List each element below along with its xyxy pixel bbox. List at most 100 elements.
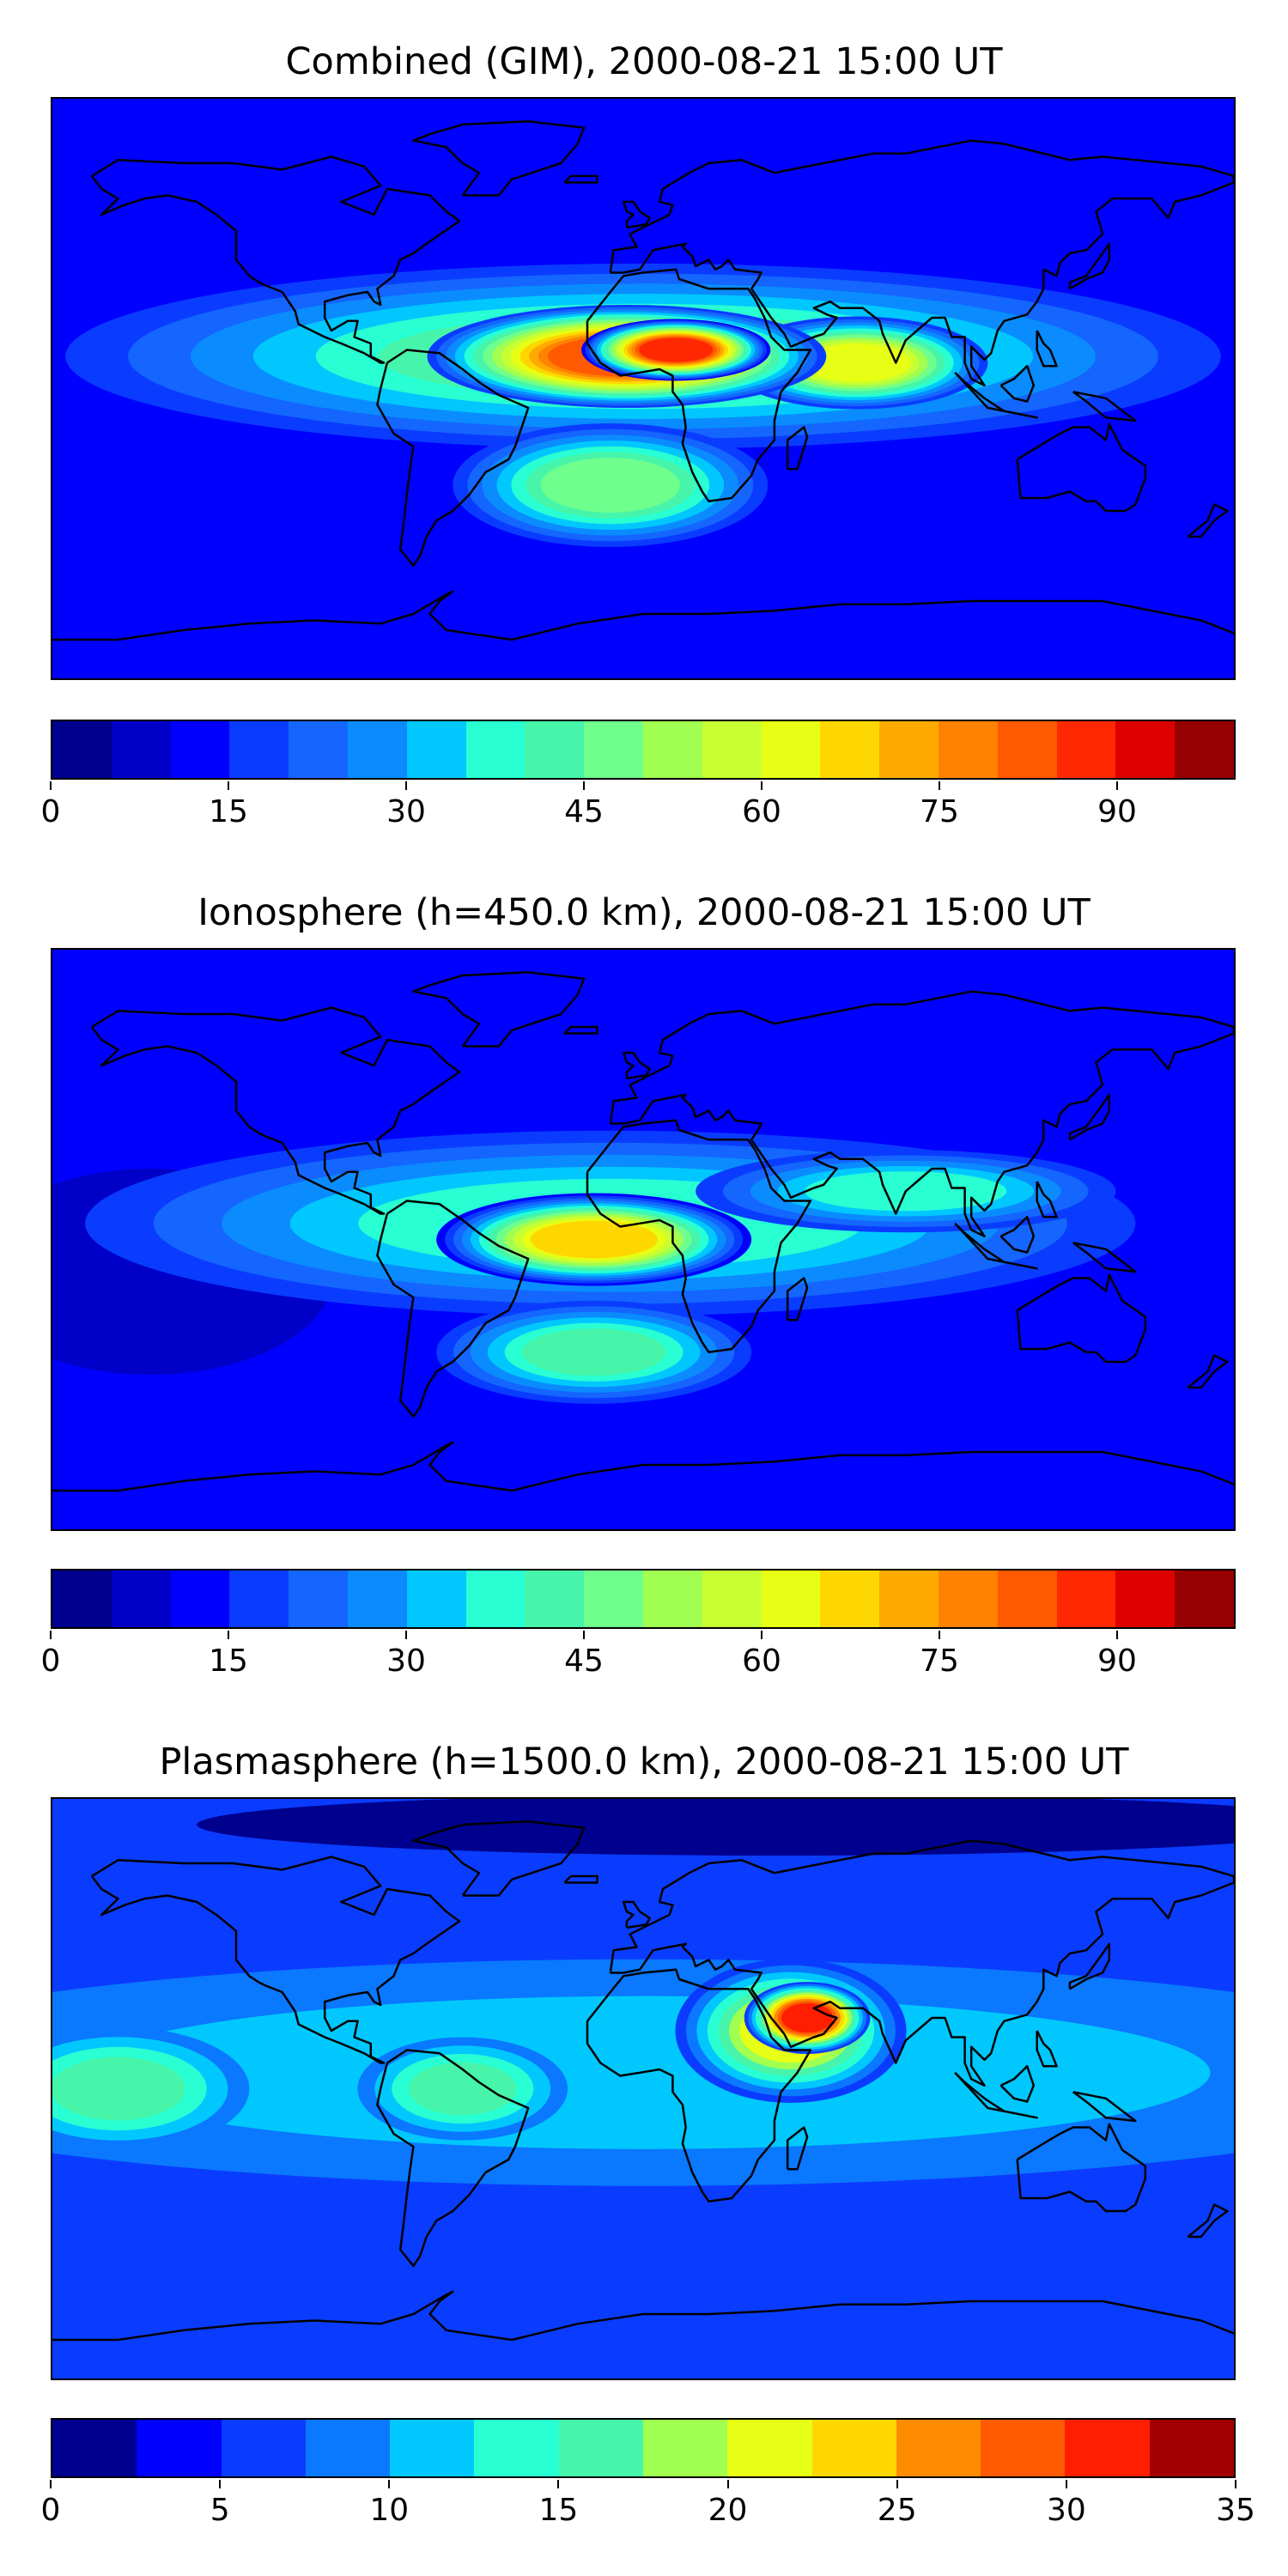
colorbar-tick-mark: [726, 2480, 729, 2488]
colorbar-tick-label: 30: [386, 1643, 426, 1679]
colorbar-segment: [1175, 721, 1234, 778]
panel-title: Ionosphere (h=450.0 km), 2000-08-21 15:0…: [197, 891, 1091, 934]
colorbar-tick-label: 0: [40, 1643, 61, 1679]
colorbar-tick-label: 5: [210, 2493, 230, 2528]
colorbar-segment: [702, 721, 762, 778]
colorbar-tick-mark: [1116, 1631, 1118, 1639]
uk-coast: [622, 1051, 651, 1080]
colorbar-tick-mark: [50, 1631, 52, 1639]
colorbar-segment: [1115, 1571, 1176, 1627]
colorbar-tick-mark: [557, 2480, 560, 2488]
colorbar-tick-mark: [50, 781, 52, 790]
indonesia-coast: [954, 1222, 1038, 1270]
contour-level-polar-low-north: [210, 99, 1234, 173]
colorbar-segment: [525, 1571, 585, 1627]
panel-title: Combined (GIM), 2000-08-21 15:00 UT: [285, 40, 1003, 83]
borneo-coast: [999, 1216, 1036, 1254]
colorbar-segment: [221, 2420, 306, 2476]
indonesia-coast: [954, 2071, 1038, 2119]
colorbar-segment: [938, 1571, 998, 1627]
contour-level-atlantic-peak: [530, 1220, 658, 1259]
australia-coast: [1016, 2123, 1147, 2213]
colorbar-segment: [305, 2420, 391, 2476]
tec-map: [51, 1797, 1236, 2380]
africa-coast: [586, 1968, 812, 2203]
colorbar-segment: [170, 1571, 230, 1627]
colorbar-segment: [406, 721, 466, 778]
contour-level-indian-ocean-extension: [801, 343, 911, 382]
colorbar-tick-mark: [1116, 781, 1118, 790]
colorbar-segment: [1149, 2420, 1234, 2476]
colorbar-tick-mark: [583, 1631, 585, 1639]
africa-coast: [586, 268, 812, 503]
colorbar-tick-mark: [939, 1631, 940, 1639]
borneo-coast: [999, 2065, 1036, 2103]
colorbar-tick-label: 45: [564, 1643, 604, 1679]
iceland-coast: [563, 174, 598, 184]
south-america-coast: [376, 349, 530, 568]
colorbar-tick-mark: [896, 2480, 898, 2488]
madagascar-coast: [786, 426, 809, 471]
greenland-coast: [412, 120, 586, 197]
colorbar-segment: [558, 2420, 643, 2476]
colorbar-segment: [465, 1571, 526, 1627]
colorbar-segment: [1056, 721, 1116, 778]
madagascar-coast: [786, 1277, 809, 1321]
tec-contour-map: [52, 99, 1234, 678]
panel-title: Plasmasphere (h=1500.0 km), 2000-08-21 1…: [159, 1741, 1129, 1783]
colorbar-tick-mark: [388, 2480, 391, 2488]
colorbar-tick-label: 90: [1097, 1643, 1137, 1679]
colorbar-tick-label: 15: [209, 1643, 248, 1679]
colorbar: [51, 720, 1236, 780]
colorbar-tick-label: 60: [742, 1643, 781, 1679]
colorbar-tick-mark: [50, 2480, 52, 2488]
contour-level-arabia-peak: [781, 2002, 834, 2033]
colorbar-segment: [170, 721, 230, 778]
eurasia-coast: [609, 990, 1234, 1238]
tec-map: [51, 948, 1236, 1531]
colorbar-tick-mark: [405, 781, 407, 790]
colorbar-segment: [727, 2420, 812, 2476]
colorbar-tick-label: 75: [920, 794, 959, 829]
uk-coast: [622, 200, 651, 229]
colorbar-segment: [820, 721, 880, 778]
iceland-coast: [563, 1874, 598, 1884]
colorbar-tick-mark: [1065, 2480, 1067, 2488]
colorbar-tick-label: 45: [564, 794, 604, 829]
colorbar-tick-label: 20: [708, 2493, 748, 2528]
contour-level-south-america-lobe: [409, 2062, 517, 2116]
colorbar-segment: [879, 721, 939, 778]
colorbar-tick-mark: [761, 1631, 762, 1639]
australia-coast: [1016, 1273, 1147, 1364]
new-guinea-coast: [1072, 2091, 1137, 2123]
colorbar-ticks: 0 15 30 45 60 75 90: [41, 781, 1236, 833]
colorbar-segment: [289, 721, 348, 778]
contour-level-polar-low-south: [210, 622, 1234, 678]
japan-coast: [1068, 1942, 1111, 1990]
japan-coast: [1068, 242, 1111, 290]
colorbar-tick-label: 75: [920, 1643, 959, 1679]
colorbar-tick-mark: [219, 2480, 222, 2488]
colorbar-tick-label: 60: [742, 794, 781, 829]
colorbar-tick-label: 0: [40, 2493, 61, 2528]
colorbar-segment: [820, 1571, 880, 1627]
colorbar-tick-mark: [228, 781, 229, 790]
north-america-coast: [90, 1006, 461, 1215]
antarctica-coast: [52, 1441, 1234, 1492]
colorbar-tick-label: 30: [386, 794, 426, 829]
colorbar-segment: [997, 1571, 1057, 1627]
colorbar-segment: [137, 2420, 222, 2476]
colorbar-tick-mark: [939, 781, 940, 790]
colorbar-segment: [938, 721, 998, 778]
colorbar: [51, 1569, 1236, 1629]
colorbar-segment: [406, 1571, 466, 1627]
colorbar-tick-label: 90: [1097, 794, 1137, 829]
colorbar-tick-mark: [583, 781, 585, 790]
colorbar-segment: [1115, 721, 1176, 778]
colorbar-tick-label: 10: [369, 2493, 410, 2528]
colorbar-tick-mark: [761, 781, 762, 790]
colorbar-tick-label: 15: [538, 2493, 579, 2528]
south-america-coast: [376, 1200, 530, 1419]
colorbar-segment: [997, 721, 1057, 778]
greenland-coast: [412, 971, 586, 1048]
